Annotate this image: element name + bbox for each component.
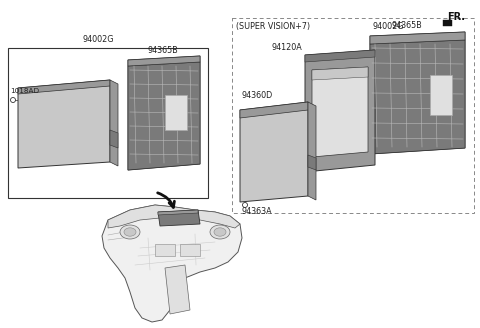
Polygon shape (128, 62, 200, 170)
Ellipse shape (214, 228, 226, 236)
Text: 94365B: 94365B (392, 21, 423, 30)
Ellipse shape (120, 225, 140, 239)
Text: 94002G: 94002G (82, 35, 114, 44)
Polygon shape (158, 210, 198, 215)
Bar (232, 18, 474, 213)
Polygon shape (165, 265, 190, 314)
Text: (SUPER VISION+7): (SUPER VISION+7) (236, 22, 310, 31)
Polygon shape (158, 210, 200, 226)
Polygon shape (110, 130, 118, 148)
Polygon shape (312, 67, 368, 157)
Polygon shape (308, 155, 316, 170)
Text: 94363A: 94363A (242, 207, 273, 216)
Bar (8, 48, 208, 198)
Polygon shape (128, 56, 200, 66)
Ellipse shape (124, 228, 136, 236)
Polygon shape (18, 80, 110, 94)
Polygon shape (102, 205, 242, 322)
Polygon shape (370, 32, 465, 44)
Polygon shape (240, 102, 308, 118)
Polygon shape (128, 56, 200, 170)
Bar (430, 75, 452, 115)
Bar (180, 244, 200, 256)
Polygon shape (18, 80, 110, 168)
Bar (165, 95, 187, 130)
Text: 94120A: 94120A (272, 43, 303, 52)
Text: 94365B: 94365B (148, 46, 179, 55)
Polygon shape (110, 80, 118, 166)
Polygon shape (370, 32, 465, 154)
Ellipse shape (210, 225, 230, 239)
Bar (155, 244, 175, 256)
Polygon shape (312, 67, 368, 80)
Polygon shape (240, 102, 308, 202)
Polygon shape (443, 20, 452, 26)
Text: 94002G: 94002G (372, 22, 404, 31)
Text: FR.: FR. (447, 12, 465, 22)
Polygon shape (308, 102, 316, 200)
Polygon shape (108, 205, 240, 228)
Text: 1018AD: 1018AD (10, 88, 39, 94)
Text: 94360D: 94360D (242, 91, 273, 100)
Polygon shape (305, 50, 375, 62)
Polygon shape (370, 40, 465, 154)
Polygon shape (305, 50, 375, 172)
